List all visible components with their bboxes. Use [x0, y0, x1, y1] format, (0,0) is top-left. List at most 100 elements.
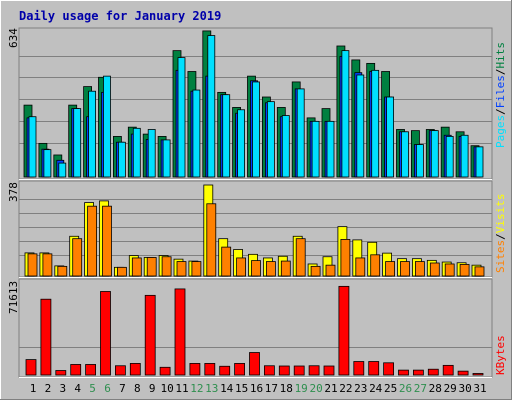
svg-text:KBytes: KBytes — [494, 335, 507, 375]
legend-files: Files — [494, 75, 507, 108]
bar-sites — [206, 203, 217, 277]
bar-kbytes — [457, 370, 469, 376]
bar-sites — [176, 261, 187, 277]
bar-pages — [296, 88, 305, 178]
x-tick-label: 14 — [220, 382, 234, 395]
bar-sites — [27, 253, 38, 277]
bar-sites — [251, 260, 261, 277]
bar-kbytes — [398, 369, 409, 376]
bar-pages — [252, 81, 260, 178]
bar-kbytes — [368, 361, 380, 376]
bar-kbytes — [249, 352, 260, 376]
bar-sites — [459, 264, 470, 277]
bar-sites — [325, 264, 336, 277]
bar-pages — [207, 35, 216, 178]
bar-pages — [58, 162, 67, 178]
x-axis-day-labels: 1 2 3 4 5 6 7 8 9 10 11 12 13 14 15 16 17 18 19 20 21 22 23 24 2… — [30, 382, 487, 395]
bar-pages — [281, 115, 290, 178]
x-tick-label: 6 — [104, 382, 111, 395]
bar-kbytes — [100, 291, 111, 376]
x-tick-label: 11 — [175, 382, 188, 395]
x-tick-label: 22 — [339, 382, 352, 395]
bar-kbytes — [412, 369, 424, 376]
bar-sites — [400, 261, 410, 277]
bar-kbytes — [70, 364, 82, 376]
legend-sep-3: / — [494, 233, 507, 240]
bar-pages — [237, 109, 246, 178]
x-tick-label: 17 — [265, 382, 278, 395]
x-tick-label: 10 — [160, 382, 173, 395]
bar-sites — [117, 266, 127, 277]
x-tick-label: 29 — [444, 382, 457, 395]
bar-pages — [445, 136, 454, 178]
bar-kbytes — [159, 366, 171, 376]
bar-pages — [415, 144, 424, 178]
bar-sites — [236, 257, 247, 277]
x-tick-label: 27 — [414, 382, 427, 395]
x-tick-label: 2 — [45, 382, 52, 395]
bar-sites — [102, 205, 112, 277]
bar-pages — [28, 116, 37, 178]
x-tick-label: 5 — [89, 382, 96, 395]
bar-sites — [221, 246, 232, 277]
bar-sites — [429, 262, 440, 277]
bar-pages — [177, 57, 186, 178]
bar-kbytes — [85, 364, 96, 376]
bar-pages — [118, 141, 126, 178]
y-max-label-visits: 378 — [7, 182, 20, 202]
bar-kbytes — [427, 368, 439, 376]
x-tick-label: 21 — [324, 382, 337, 395]
x-tick-label: 28 — [429, 382, 442, 395]
bar-kbytes — [234, 363, 246, 376]
bar-sites — [474, 266, 485, 277]
legend-top: Pages/Files/Hits — [494, 42, 507, 148]
bar-sites — [191, 261, 202, 277]
bar-pages — [73, 108, 82, 178]
bar-pages — [43, 149, 52, 178]
x-tick-label: 1 — [30, 382, 37, 395]
bar-pages — [371, 69, 380, 178]
bar-kbytes — [293, 365, 305, 376]
bar-sites — [72, 238, 83, 277]
bar-sites — [42, 253, 53, 277]
bar-kbytes — [55, 370, 67, 376]
bar-kbytes — [25, 359, 37, 376]
bar-pages — [266, 101, 275, 178]
bar-sites — [265, 261, 276, 277]
bar-kbytes — [383, 362, 395, 376]
bar-sites — [340, 239, 351, 277]
bar-pages — [356, 74, 365, 178]
bar-kbytes — [219, 365, 231, 376]
bar-kbytes — [129, 363, 141, 376]
bar-pages — [162, 139, 171, 178]
x-tick-label: 26 — [399, 382, 412, 395]
bar-sites — [280, 260, 291, 277]
bar-kbytes — [442, 364, 454, 376]
x-tick-label: 24 — [369, 382, 383, 395]
bar-kbytes — [353, 361, 365, 376]
x-tick-label: 23 — [354, 382, 367, 395]
bar-sites — [355, 257, 366, 277]
y-max-label-kbytes: 71613 — [7, 281, 20, 314]
x-tick-label: 25 — [384, 382, 397, 395]
bar-sites — [295, 238, 306, 277]
legend-bottom: KBytes — [494, 335, 507, 375]
bar-kbytes — [115, 365, 126, 376]
bar-sites — [370, 254, 381, 277]
bar-pages — [222, 94, 231, 178]
svg-text:Pages/Files/Hits: Pages/Files/Hits — [494, 42, 507, 148]
bar-kbytes — [338, 285, 350, 376]
bar-kbytes — [40, 298, 52, 376]
bar-kbytes — [323, 365, 335, 376]
bar-sites — [87, 205, 97, 277]
x-tick-label: 4 — [74, 382, 81, 395]
bar-kbytes — [204, 363, 216, 376]
x-tick-label: 3 — [59, 382, 66, 395]
bar-pages — [311, 120, 320, 178]
x-tick-label: 7 — [119, 382, 126, 395]
bar-pages — [192, 89, 201, 178]
bar-pages — [147, 129, 156, 178]
bar-kbytes — [189, 363, 201, 376]
bar-sites — [131, 257, 142, 277]
